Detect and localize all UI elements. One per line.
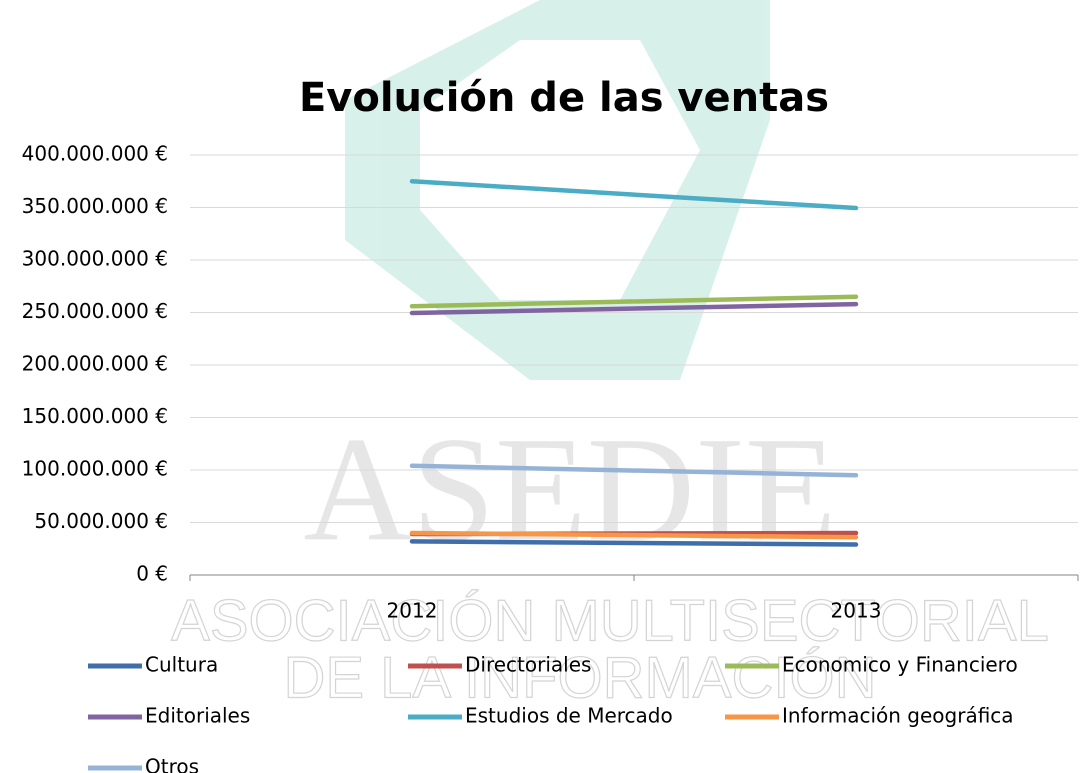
legend-label: Editoriales <box>145 704 250 728</box>
legend-label: Cultura <box>145 653 218 677</box>
chart-title: Evolución de las ventas <box>299 75 829 121</box>
watermark-line: ASOCIACIÓN MULTISECTORIAL <box>171 588 1049 653</box>
y-tick-label: 400.000.000 € <box>22 142 168 166</box>
series-line <box>409 539 859 547</box>
x-tick-label: 2012 <box>387 599 438 623</box>
y-tick-label: 200.000.000 € <box>22 352 168 376</box>
series-line <box>409 294 859 309</box>
y-tick-label: 350.000.000 € <box>22 194 168 218</box>
y-tick-label: 150.000.000 € <box>22 404 168 428</box>
series-line <box>409 179 859 211</box>
y-tick-label: 250.000.000 € <box>22 299 168 323</box>
watermark-name: ASEDIE <box>303 406 836 572</box>
legend-label: Economico y Financiero <box>782 653 1018 677</box>
legend-label: Información geográfica <box>782 704 1014 728</box>
watermark-line: DE LA INFORMACIÓN <box>284 645 877 710</box>
y-tick-label: 300.000.000 € <box>22 247 168 271</box>
series-line <box>409 530 859 540</box>
y-tick-label: 100.000.000 € <box>22 457 168 481</box>
series-line <box>409 301 859 316</box>
legend-label: Otros <box>145 755 199 773</box>
series-line <box>409 463 859 478</box>
y-tick-label: 0 € <box>136 562 168 586</box>
x-tick-label: 2013 <box>831 599 882 623</box>
y-tick-label: 50.000.000 € <box>34 509 168 533</box>
legend-label: Estudios de Mercado <box>465 704 673 728</box>
legend-label: Directoriales <box>465 653 591 677</box>
